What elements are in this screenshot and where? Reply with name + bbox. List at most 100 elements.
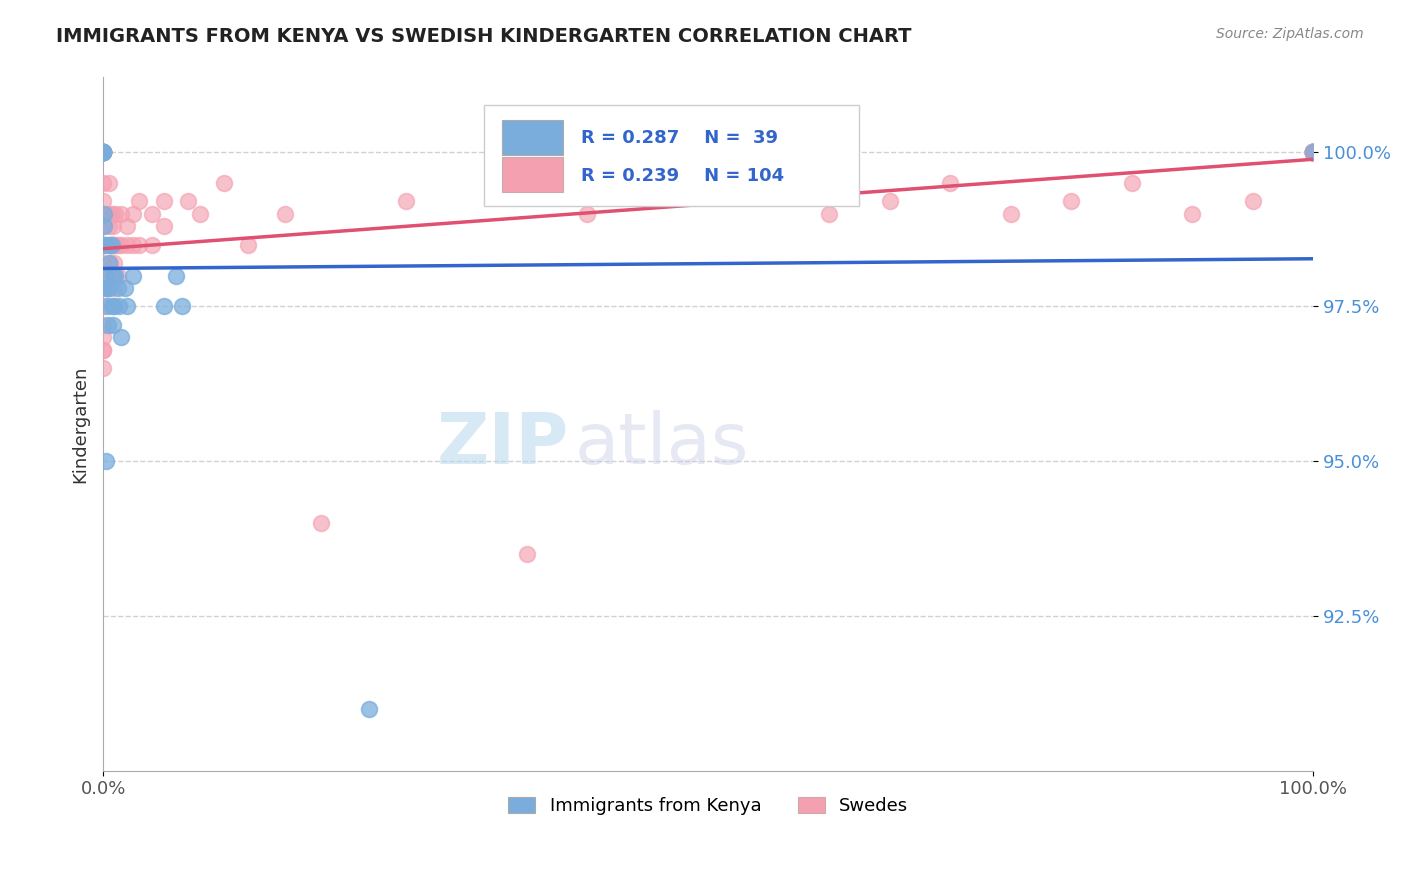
Point (1181, 206, 1204, 220)
Point (1302, 145, 1324, 159)
Point (98, 219, 121, 233)
Point (100, 256, 122, 270)
Point (1302, 145, 1324, 159)
Point (1302, 145, 1324, 159)
Point (103, 256, 125, 270)
Point (1302, 145, 1324, 159)
Point (152, 194, 174, 209)
Point (1302, 145, 1324, 159)
Point (91, 318, 114, 332)
Point (273, 206, 295, 220)
Point (91, 145, 114, 159)
Point (100, 268, 122, 283)
Point (128, 237, 150, 252)
Point (93, 206, 115, 220)
Point (1302, 145, 1324, 159)
Point (1302, 145, 1324, 159)
Point (1302, 145, 1324, 159)
Point (91, 145, 114, 159)
Point (108, 300, 131, 314)
Point (110, 237, 132, 252)
Point (93, 219, 115, 233)
Point (309, 516, 332, 530)
Point (1302, 145, 1324, 159)
Point (107, 237, 129, 252)
Point (107, 268, 129, 283)
Point (91, 268, 114, 283)
Point (104, 268, 127, 283)
Point (1302, 145, 1324, 159)
Point (122, 206, 145, 220)
Point (91, 194, 114, 209)
Point (103, 300, 125, 314)
Point (1060, 194, 1083, 209)
Point (100, 206, 122, 220)
Point (91, 145, 114, 159)
Point (94, 237, 117, 252)
Text: Source: ZipAtlas.com: Source: ZipAtlas.com (1216, 27, 1364, 41)
Point (96, 281, 118, 295)
Point (91, 145, 114, 159)
Point (98, 256, 121, 270)
Point (165, 268, 187, 283)
Point (238, 237, 260, 252)
Point (516, 547, 538, 561)
Point (94, 268, 117, 283)
Text: IMMIGRANTS FROM KENYA VS SWEDISH KINDERGARTEN CORRELATION CHART: IMMIGRANTS FROM KENYA VS SWEDISH KINDERG… (56, 27, 911, 45)
Point (122, 268, 145, 283)
Point (91, 145, 114, 159)
Point (576, 206, 599, 220)
Point (188, 206, 211, 220)
Point (104, 268, 127, 283)
Point (1302, 145, 1324, 159)
Point (101, 318, 124, 332)
Point (1302, 145, 1324, 159)
Point (1302, 145, 1324, 159)
Point (818, 206, 841, 220)
Point (939, 176, 962, 190)
Point (91, 330, 114, 344)
Point (395, 194, 418, 209)
Point (1302, 145, 1324, 159)
Point (1302, 145, 1324, 159)
Point (91, 145, 114, 159)
Text: R = 0.239    N = 104: R = 0.239 N = 104 (581, 167, 785, 185)
Point (94, 454, 117, 468)
Point (91, 145, 114, 159)
Point (91, 145, 114, 159)
Point (1302, 145, 1324, 159)
Point (879, 194, 901, 209)
Point (97, 318, 120, 332)
Text: ZIP: ZIP (437, 410, 569, 479)
Point (110, 206, 132, 220)
Point (114, 281, 136, 295)
Point (91, 145, 114, 159)
Legend: Immigrants from Kenya, Swedes: Immigrants from Kenya, Swedes (499, 788, 917, 824)
Point (103, 281, 125, 295)
Point (117, 237, 139, 252)
Point (91, 145, 114, 159)
Point (117, 219, 139, 233)
Point (1302, 145, 1324, 159)
Point (141, 237, 163, 252)
Point (359, 702, 381, 716)
Point (96, 300, 118, 314)
Point (1302, 145, 1324, 159)
Point (91, 361, 114, 376)
Point (122, 237, 145, 252)
Point (1000, 206, 1022, 220)
Text: R = 0.287    N =  39: R = 0.287 N = 39 (581, 129, 778, 147)
Point (93, 237, 115, 252)
Point (100, 237, 122, 252)
Point (98, 176, 121, 190)
Point (1302, 145, 1324, 159)
Point (1302, 145, 1324, 159)
Point (110, 330, 132, 344)
Point (91, 237, 114, 252)
Point (1302, 145, 1324, 159)
Point (1302, 145, 1324, 159)
Point (128, 194, 150, 209)
Point (1241, 194, 1264, 209)
Point (96, 281, 118, 295)
Point (100, 300, 122, 314)
